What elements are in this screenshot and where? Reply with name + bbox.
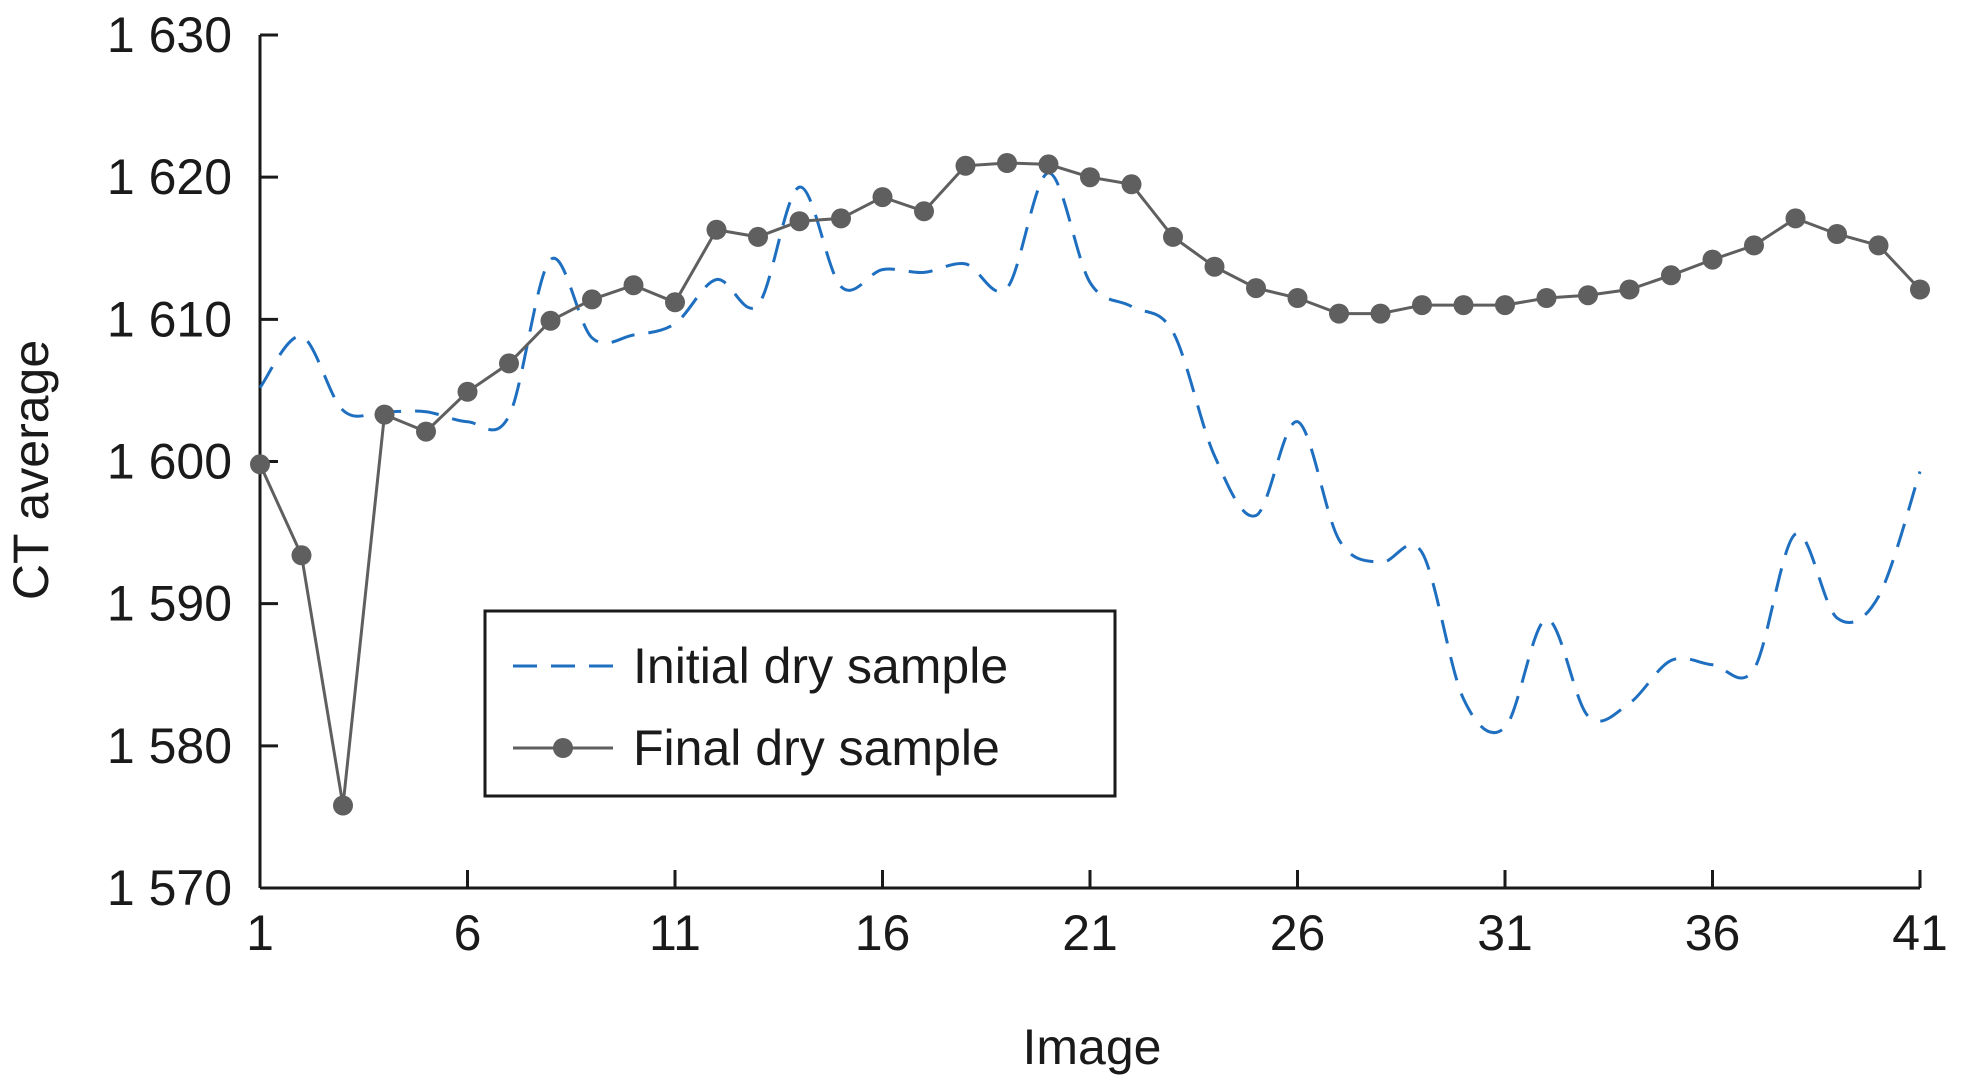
data-point (955, 155, 976, 176)
y-tick-label: 1 630 (107, 7, 232, 63)
data-point (1744, 235, 1764, 256)
data-point (416, 421, 436, 442)
data-point (374, 404, 395, 425)
legend-box (483, 609, 1117, 798)
data-point (1578, 285, 1598, 306)
data-point (1204, 256, 1225, 277)
data-point (1453, 295, 1474, 316)
data-point (872, 187, 893, 208)
data-point (706, 219, 727, 240)
data-point (1495, 295, 1515, 316)
data-point (540, 310, 561, 331)
data-point (1910, 279, 1930, 300)
y-tick-label: 1 580 (107, 718, 232, 774)
x-tick-label: 31 (1477, 905, 1533, 961)
data-point (1702, 249, 1723, 270)
data-point (333, 795, 353, 816)
x-tick-label: 21 (1062, 905, 1118, 961)
data-point (748, 226, 768, 247)
legend-item: Final dry sample (513, 720, 1000, 776)
y-tick-label: 1 600 (107, 434, 232, 490)
data-point (1038, 154, 1059, 175)
y-tick-label: 1 590 (107, 576, 232, 632)
data-point (1785, 208, 1806, 229)
series-line-initial-dry-sample (258, 171, 1922, 734)
y-tick-label: 1 570 (107, 860, 232, 916)
y-axis-label: CT average (3, 340, 59, 600)
y-tick-label: 1 610 (107, 291, 232, 347)
data-point (789, 211, 810, 232)
series-1 (258, 171, 1922, 734)
x-tick-label: 11 (649, 905, 701, 961)
series-layer (250, 153, 1930, 816)
data-point (1121, 174, 1142, 195)
data-point (1246, 278, 1266, 299)
x-tick-label: 41 (1892, 905, 1948, 961)
x-tick-label: 16 (855, 905, 911, 961)
data-point (250, 454, 270, 475)
data-point (1827, 224, 1847, 244)
x-axis-label: Image (1023, 1019, 1162, 1075)
data-point (997, 153, 1017, 173)
data-point (623, 275, 644, 296)
legend-marker (553, 738, 573, 758)
data-point (1287, 288, 1308, 308)
data-point (914, 201, 934, 222)
x-tick-label: 26 (1270, 905, 1326, 961)
data-point (582, 289, 602, 310)
legend-item: Initial dry sample (513, 638, 1008, 694)
data-point (665, 292, 685, 313)
data-point (1370, 303, 1391, 324)
data-point (457, 381, 478, 402)
data-point (1329, 303, 1349, 324)
data-point (1412, 295, 1432, 316)
data-point (1868, 235, 1889, 256)
data-point (1661, 265, 1681, 286)
x-tick-label: 36 (1685, 905, 1741, 961)
x-tick-label: 6 (454, 905, 482, 961)
legend-label: Initial dry sample (633, 638, 1008, 694)
x-tick-label: 1 (246, 905, 274, 961)
data-point (291, 545, 312, 566)
legend: Initial dry sample Final dry sample (483, 609, 1117, 798)
data-point (1536, 288, 1557, 308)
y-tick-label: 1 620 (107, 149, 232, 205)
legend-label: Final dry sample (633, 720, 1000, 776)
data-point (1619, 279, 1640, 300)
data-point (1080, 167, 1100, 188)
data-point (499, 353, 519, 374)
series-2 (250, 153, 1930, 816)
data-point (1163, 226, 1183, 247)
data-point (831, 208, 851, 229)
